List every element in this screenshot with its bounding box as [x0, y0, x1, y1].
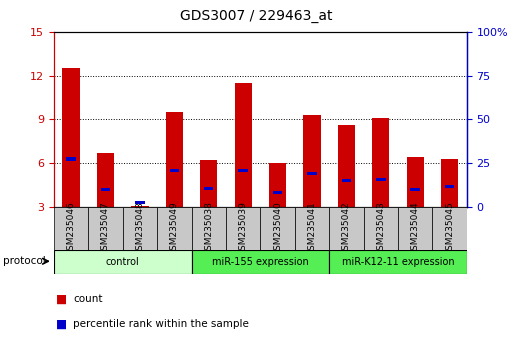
Text: GSM235039: GSM235039 — [239, 201, 248, 256]
Bar — [191, 207, 226, 250]
Bar — [445, 185, 455, 188]
Text: control: control — [106, 257, 140, 267]
Bar — [226, 207, 260, 250]
Bar — [398, 207, 432, 250]
Text: GSM235049: GSM235049 — [170, 201, 179, 256]
Bar — [170, 169, 179, 172]
Bar — [441, 159, 458, 207]
Text: protocol: protocol — [3, 256, 45, 266]
Bar — [131, 206, 148, 207]
Bar — [342, 179, 351, 182]
Bar — [200, 160, 218, 207]
Bar — [432, 207, 467, 250]
Bar — [54, 250, 191, 274]
Bar — [364, 207, 398, 250]
Text: percentile rank within the sample: percentile rank within the sample — [73, 319, 249, 329]
Bar — [54, 207, 88, 250]
Text: GSM235038: GSM235038 — [204, 201, 213, 256]
Text: GSM235048: GSM235048 — [135, 201, 144, 256]
Text: ■: ■ — [56, 318, 68, 330]
Text: GSM235047: GSM235047 — [101, 201, 110, 256]
Bar — [97, 153, 114, 207]
Bar — [66, 157, 76, 160]
Text: GSM235044: GSM235044 — [411, 201, 420, 256]
Bar — [63, 68, 80, 207]
Bar — [303, 115, 321, 207]
Text: GSM235043: GSM235043 — [377, 201, 385, 256]
Bar — [407, 158, 424, 207]
Bar — [135, 201, 145, 204]
Bar — [329, 250, 467, 274]
Bar — [191, 250, 329, 274]
Text: GSM235041: GSM235041 — [307, 201, 317, 256]
Bar — [295, 207, 329, 250]
Bar — [410, 188, 420, 191]
Bar — [376, 178, 386, 181]
Bar — [273, 191, 282, 194]
Bar — [260, 207, 295, 250]
Text: GDS3007 / 229463_at: GDS3007 / 229463_at — [180, 9, 333, 23]
Bar — [157, 207, 191, 250]
Bar — [204, 187, 213, 190]
Bar — [338, 125, 355, 207]
Text: ■: ■ — [56, 293, 68, 306]
Text: GSM235040: GSM235040 — [273, 201, 282, 256]
Text: GSM235046: GSM235046 — [67, 201, 75, 256]
Bar — [307, 172, 317, 175]
Bar — [101, 188, 110, 191]
Bar — [329, 207, 364, 250]
Bar — [269, 163, 286, 207]
Bar — [239, 169, 248, 172]
Text: miR-155 expression: miR-155 expression — [212, 257, 309, 267]
Bar — [88, 207, 123, 250]
Text: GSM235045: GSM235045 — [445, 201, 454, 256]
Text: miR-K12-11 expression: miR-K12-11 expression — [342, 257, 455, 267]
Bar — [372, 118, 389, 207]
Text: count: count — [73, 294, 103, 304]
Bar — [123, 207, 157, 250]
Text: GSM235042: GSM235042 — [342, 201, 351, 256]
Bar — [166, 112, 183, 207]
Bar — [234, 83, 252, 207]
